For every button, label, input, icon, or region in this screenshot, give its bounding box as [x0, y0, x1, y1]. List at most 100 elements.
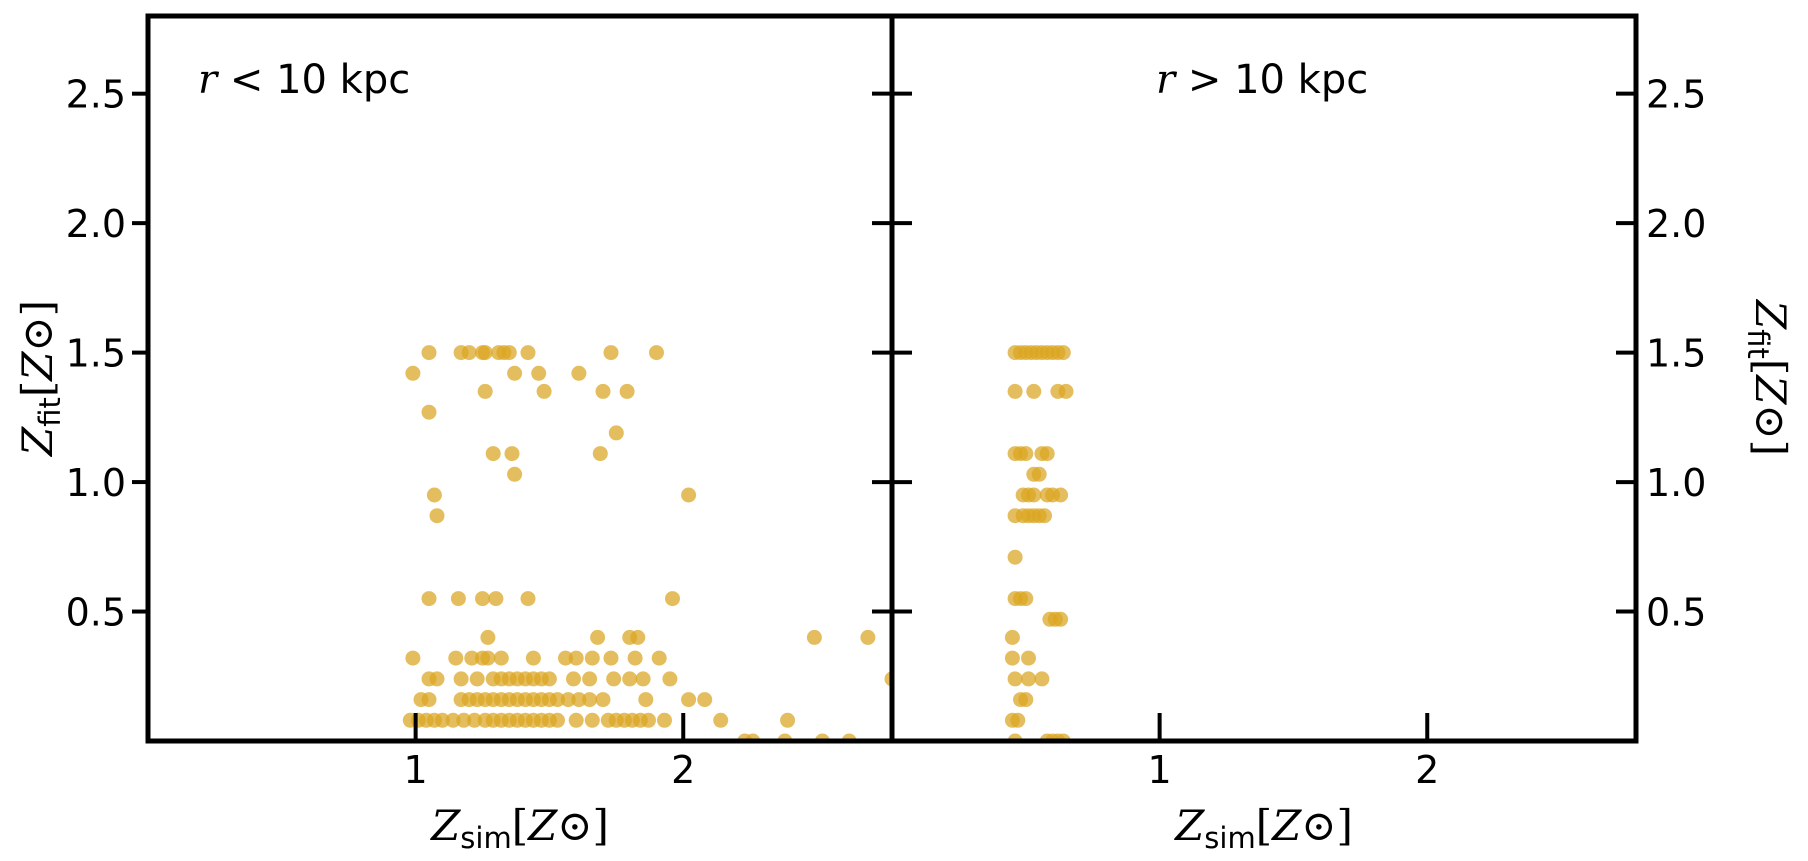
- scatter-point: [1026, 383, 1042, 399]
- right-panel-frame: [889, 13, 1639, 744]
- scatter-points-right: [1004, 345, 1074, 741]
- scatter-point: [1018, 446, 1034, 462]
- y-tick-label: 1.0: [66, 461, 126, 505]
- scatter-point: [627, 650, 643, 666]
- scatter-point: [638, 692, 654, 708]
- scatter-point: [697, 692, 713, 708]
- scatter-point: [453, 671, 469, 687]
- scatter-point: [531, 365, 547, 381]
- scatter-point: [550, 692, 565, 708]
- y-tick-label: 2.5: [1646, 73, 1706, 117]
- right-x-axis-label: Zsim[Z⊙]: [1173, 801, 1353, 855]
- scatter-point: [571, 692, 587, 708]
- y-tick-label: 0.5: [1646, 591, 1706, 635]
- scatter-point: [456, 712, 472, 728]
- scatter-point: [507, 365, 523, 381]
- scatter-point: [603, 345, 619, 361]
- scatter-point: [603, 650, 619, 666]
- scatter-point: [1010, 712, 1026, 728]
- left-y-axis-label: Zfit[Z⊙]: [13, 300, 67, 458]
- scatter-point: [582, 671, 598, 687]
- scatter-point: [608, 425, 624, 441]
- scatter-point: [558, 650, 573, 666]
- scatter-point: [590, 629, 606, 645]
- scatter-point: [467, 712, 482, 728]
- scatter-point: [475, 591, 490, 607]
- scatter-point: [635, 671, 651, 687]
- scatter-point: [568, 650, 584, 666]
- scatter-point: [421, 345, 437, 361]
- scatter-point: [477, 383, 493, 399]
- y-tick-label: 1.5: [1646, 332, 1706, 376]
- scatter-point: [622, 671, 638, 687]
- scatter-point: [426, 487, 442, 503]
- scatter-point: [488, 591, 504, 607]
- y-tick-label: 0.5: [66, 591, 126, 635]
- scatter-point: [445, 712, 461, 728]
- y-tick-label: 1.0: [1646, 461, 1706, 505]
- scatter-point: [507, 466, 523, 482]
- scatter-point: [681, 487, 697, 503]
- scatter-point: [630, 629, 646, 645]
- scatter-point: [493, 650, 509, 666]
- x-tick-label: 1: [404, 748, 428, 792]
- scatter-point: [606, 671, 622, 687]
- scatter-point: [550, 712, 565, 728]
- y-tick-label: 2.0: [1646, 202, 1706, 246]
- scatter-point: [461, 345, 477, 361]
- scatter-point: [421, 591, 437, 607]
- scatter-point: [536, 383, 552, 399]
- scatter-point: [1026, 487, 1042, 503]
- scatter-point: [595, 692, 611, 708]
- scatter-point: [405, 365, 421, 381]
- scatter-point: [619, 383, 635, 399]
- scatter-point: [641, 712, 656, 728]
- scatter-point: [450, 591, 466, 607]
- scatter-point: [1055, 345, 1071, 361]
- scatter-point: [662, 671, 678, 687]
- scatter-point: [1039, 446, 1055, 462]
- scatter-point: [421, 404, 437, 420]
- scatter-point: [480, 629, 496, 645]
- right-panel-annotation: r > 10 kpc: [1156, 57, 1368, 103]
- scatter-point: [1004, 650, 1020, 666]
- scatter-point: [1031, 466, 1047, 482]
- axis-ticks: 1 2 0.5 1.0 1.5 2.0 2.5 1 2 0.5 1.0 1.5 2.0 2.5: [66, 73, 1707, 792]
- scatter-point: [464, 650, 480, 666]
- scatter-point: [584, 650, 600, 666]
- scatter-point: [1004, 629, 1020, 645]
- scatter-point: [469, 671, 485, 687]
- y-tick-label: 2.5: [66, 73, 126, 117]
- scatter-point: [713, 712, 729, 728]
- scatter-point: [584, 712, 600, 728]
- left-x-axis-label: Zsim[Z⊙]: [429, 801, 609, 855]
- scatter-point: [429, 671, 445, 687]
- scatter-point: [560, 692, 576, 708]
- scatter-point: [860, 629, 876, 645]
- scatter-point: [566, 671, 581, 687]
- scatter-point: [568, 712, 584, 728]
- y-tick-label: 1.5: [66, 332, 126, 376]
- scatter-point: [1034, 671, 1050, 687]
- scatter-point: [1053, 487, 1069, 503]
- scatter-point: [1007, 549, 1023, 565]
- scatter-point: [665, 591, 680, 607]
- scatter-point: [504, 446, 520, 462]
- scatter-point: [1007, 671, 1023, 687]
- scatter-point: [571, 365, 587, 381]
- y-tick-label: 2.0: [66, 202, 126, 246]
- scatter-point: [780, 712, 796, 728]
- scatter-point: [480, 650, 496, 666]
- scatter-point: [681, 692, 697, 708]
- scatter-point: [541, 671, 557, 687]
- scatter-point: [582, 692, 598, 708]
- scatter-point: [1007, 383, 1023, 399]
- scatter-point: [1021, 650, 1036, 666]
- right-y-axis-label: Zfit[Z⊙]: [1741, 298, 1795, 456]
- scatter-point: [448, 650, 464, 666]
- scatter-point: [485, 446, 501, 462]
- scatter-point: [649, 345, 664, 361]
- scatter-point: [429, 508, 445, 524]
- scatter-point: [501, 345, 517, 361]
